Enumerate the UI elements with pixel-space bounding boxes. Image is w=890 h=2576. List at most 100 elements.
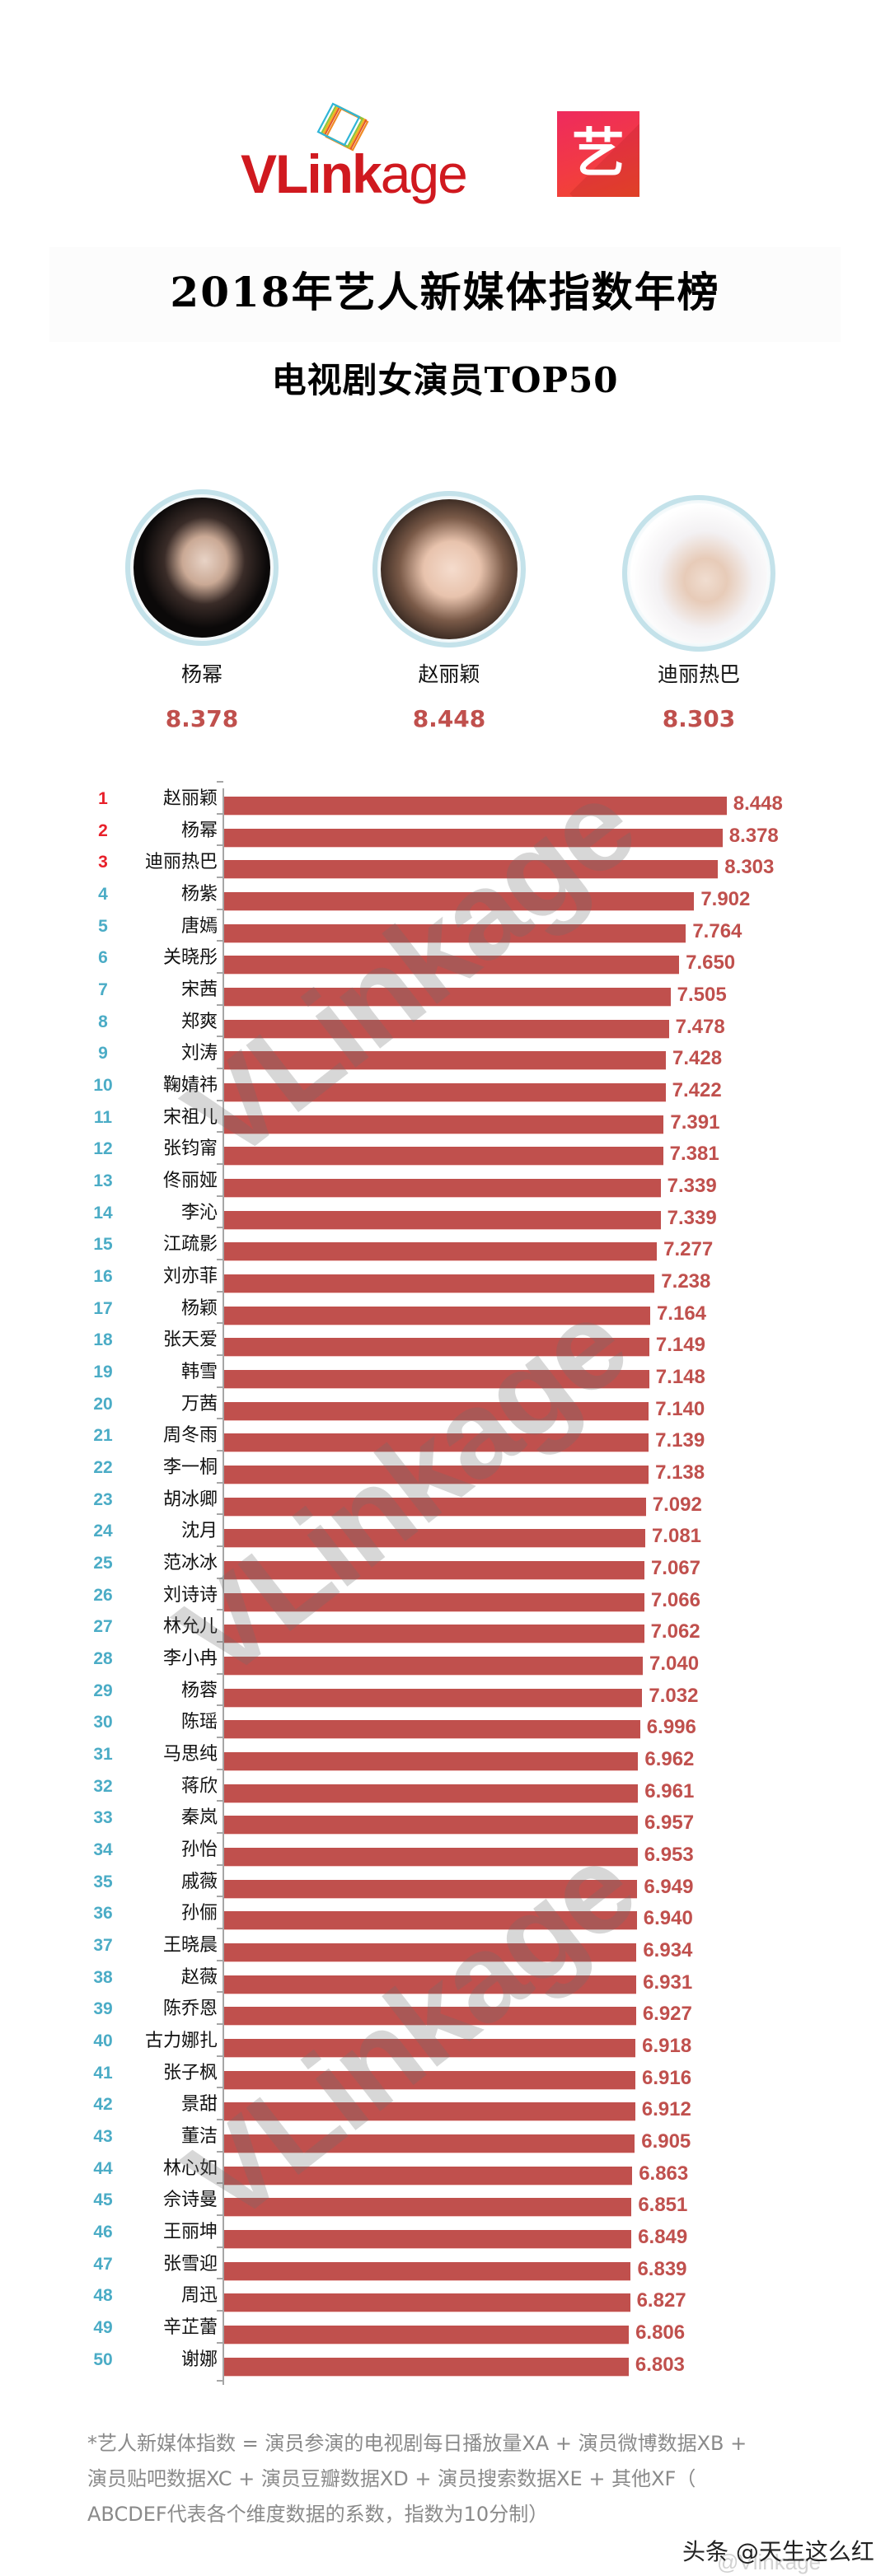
vlinkage-frames-icon <box>316 102 369 152</box>
top3-podium: 杨幂 8.378 赵丽颖 8.448 迪丽热巴 8.303 <box>0 478 890 750</box>
rank-number: 36 <box>93 1904 113 1924</box>
actress-name: 孙俪 <box>180 1903 218 1924</box>
score-value: 7.339 <box>667 1206 717 1229</box>
actress-name: 林允儿 <box>162 1616 218 1638</box>
score-value: 6.949 <box>644 1875 694 1898</box>
actress-name: 陈乔恩 <box>162 1999 218 2020</box>
chart-row: 50 谢娜 6.803 <box>0 2341 890 2376</box>
faded-watermark: @Vlinkage <box>717 2550 822 2574</box>
chart-row: 30 陈瑶 6.996 <box>0 1704 890 1739</box>
axis-tick <box>217 1036 223 1038</box>
rank-number: 44 <box>93 2158 113 2178</box>
rank-number: 34 <box>93 1840 113 1860</box>
axis-tick <box>217 1418 223 1420</box>
score-value: 6.905 <box>641 2130 691 2153</box>
axis-tick <box>217 1545 223 1548</box>
chart-row: 11 宋祖儿 7.391 <box>0 1099 890 1134</box>
title-band <box>49 247 841 342</box>
score-value: 7.092 <box>652 1493 702 1516</box>
rank-number: 1 <box>98 789 108 808</box>
axis-tick <box>217 1672 223 1675</box>
actress-name: 张天爱 <box>162 1330 218 1351</box>
score-value: 6.940 <box>643 1907 693 1930</box>
actress-name: 宋祖儿 <box>162 1106 218 1128</box>
axis-tick <box>217 1800 223 1802</box>
axis-tick <box>217 1068 223 1070</box>
rank-number: 20 <box>93 1394 113 1414</box>
actress-name: 刘诗诗 <box>162 1584 218 1606</box>
score-bar <box>224 1338 649 1357</box>
axis-tick <box>217 2310 223 2312</box>
axis-tick <box>217 2119 223 2121</box>
score-bar <box>224 1911 637 1930</box>
score-value: 7.339 <box>667 1175 717 1198</box>
score-value: 7.505 <box>677 984 727 1007</box>
chart-row: 31 马思纯 6.962 <box>0 1737 890 1771</box>
score-value: 7.040 <box>649 1653 700 1676</box>
score-value: 7.081 <box>651 1525 702 1548</box>
score-value: 8.448 <box>733 792 783 815</box>
actress-name: 韩雪 <box>180 1362 218 1383</box>
chart-row: 45 佘诗曼 6.851 <box>0 2182 890 2217</box>
portrait-photo <box>381 499 518 639</box>
rank-number: 10 <box>93 1076 113 1096</box>
score-bar <box>224 1147 663 1166</box>
actress-name: 古力娜扎 <box>144 2031 218 2052</box>
actress-name: 赵薇 <box>180 1966 218 1988</box>
chart-row: 43 董洁 6.905 <box>0 2119 890 2153</box>
actress-name: 迪丽热巴 <box>144 852 218 873</box>
score-bar <box>224 1083 666 1102</box>
rank-number: 4 <box>98 885 108 904</box>
axis-tick <box>217 1577 223 1579</box>
actress-name: 杨颖 <box>180 1297 218 1319</box>
rank-number: 6 <box>98 948 108 968</box>
chart-row: 17 杨颖 7.164 <box>0 1290 890 1325</box>
axis-tick <box>217 1227 223 1229</box>
actress-name: 沈月 <box>180 1521 218 1542</box>
index-formula-note: *艺人新媒体指数 = 演员参演的电视剧每日播放量XA + 演员微博数据XB + … <box>87 2426 829 2532</box>
rank-number: 11 <box>93 1107 113 1127</box>
chart-row: 33 秦岚 6.957 <box>0 1800 890 1835</box>
axis-tick <box>217 1354 223 1357</box>
actress-name: 关晓彤 <box>162 947 218 969</box>
rank-number: 33 <box>93 1808 113 1828</box>
podium-score: 8.303 <box>662 705 736 732</box>
score-value: 6.931 <box>643 1971 693 1994</box>
chart-row: 38 赵薇 6.931 <box>0 1959 890 1994</box>
podium-name: 杨幂 <box>180 662 222 686</box>
note-line: 演员贴吧数据XC + 演员豆瓣数据XD + 演员搜索数据XE + 其他XF（ <box>87 2467 696 2490</box>
actress-name: 周迅 <box>180 2285 218 2307</box>
avatar <box>372 491 526 648</box>
actress-name: 刘涛 <box>180 1043 218 1064</box>
score-bar <box>224 1975 637 1994</box>
score-bar <box>224 2198 632 2217</box>
axis-tick <box>217 1991 223 1994</box>
actress-name: 李小冉 <box>162 1648 218 1670</box>
axis-tick <box>217 2341 223 2344</box>
rank-number: 50 <box>93 2349 113 2369</box>
score-bar <box>224 1625 644 1643</box>
chart-row: 39 陈乔恩 6.927 <box>0 1991 890 2026</box>
score-value: 8.303 <box>724 856 775 879</box>
category-axis <box>222 788 224 2385</box>
podium-name: 迪丽热巴 <box>657 662 740 686</box>
axis-tick <box>217 812 223 815</box>
score-value: 6.803 <box>635 2353 685 2376</box>
rank-number: 8 <box>98 1012 108 1031</box>
portrait-photo <box>134 498 270 638</box>
rank-number: 23 <box>93 1489 113 1509</box>
score-value: 6.916 <box>642 2066 692 2089</box>
chart-row: 25 范冰冰 7.067 <box>0 1545 890 1580</box>
chart-row: 37 王晓晨 6.934 <box>0 1928 890 1962</box>
score-bar <box>224 1657 643 1676</box>
axis-tick <box>217 1704 223 1707</box>
score-bar <box>224 1051 667 1070</box>
score-value: 7.391 <box>670 1110 720 1134</box>
actress-name: 宋茜 <box>180 979 218 1001</box>
score-bar <box>224 923 686 942</box>
avatar <box>125 489 279 646</box>
chart-row: 16 刘亦菲 7.238 <box>0 1259 890 1293</box>
rank-number: 9 <box>98 1044 108 1064</box>
actress-name: 杨紫 <box>180 884 218 905</box>
axis-tick <box>217 1863 223 1866</box>
